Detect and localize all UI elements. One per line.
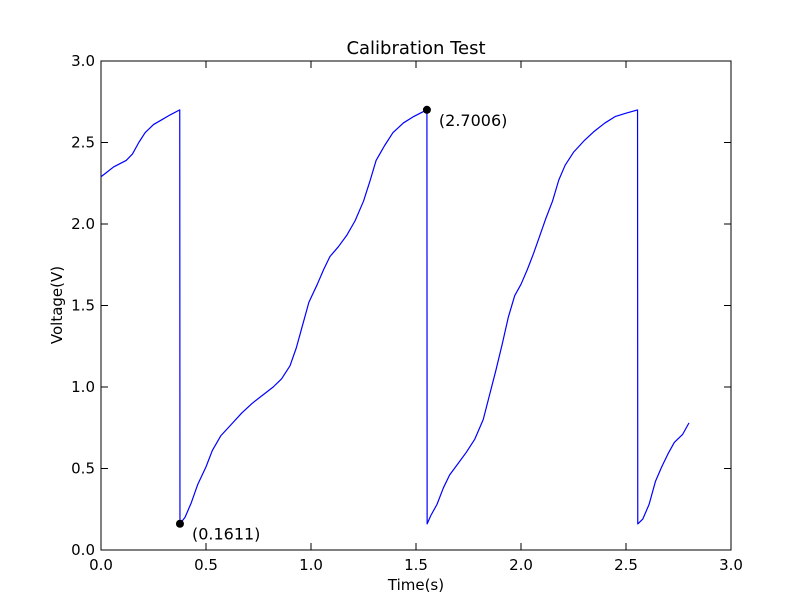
series-layer [100,109,690,525]
y-tick-label: 1.0 [71,378,95,396]
x-axis-label: Time(s) [387,576,444,594]
x-tick-label: 2.0 [509,556,533,574]
x-tick-label: 2.5 [614,556,638,574]
y-tick-label: 1.5 [71,297,95,315]
marker-annotation: (0.1611) [192,525,260,544]
x-tick-label: 1.5 [404,556,428,574]
x-tick-label: 1.0 [299,556,323,574]
marker-annotation: (2.7006) [439,111,507,130]
y-tick-label: 3.0 [71,52,95,70]
y-tick-label: 0.0 [71,541,95,559]
marker-layer: (0.1611) (2.7006) [175,105,507,544]
y-tick-label: 2.5 [71,134,95,152]
x-tick-label: 0.5 [194,556,218,574]
y-tick-label: 2.0 [71,215,95,233]
x-axis-ticks: 0.0 0.5 1.0 1.5 2.0 2.5 3.0 [89,61,743,574]
x-tick-label: 0.0 [89,556,113,574]
series-line-0 [100,109,690,525]
chart-title: Calibration Test [346,38,485,59]
y-tick-label: 0.5 [71,460,95,478]
data-marker [422,105,431,114]
y-axis-label: Voltage(V) [48,266,66,344]
x-tick-label: 3.0 [719,556,743,574]
plot-area [100,60,732,551]
data-marker [175,519,184,528]
y-axis-ticks: 0.0 0.5 1.0 1.5 2.0 2.5 3.0 [71,52,731,559]
